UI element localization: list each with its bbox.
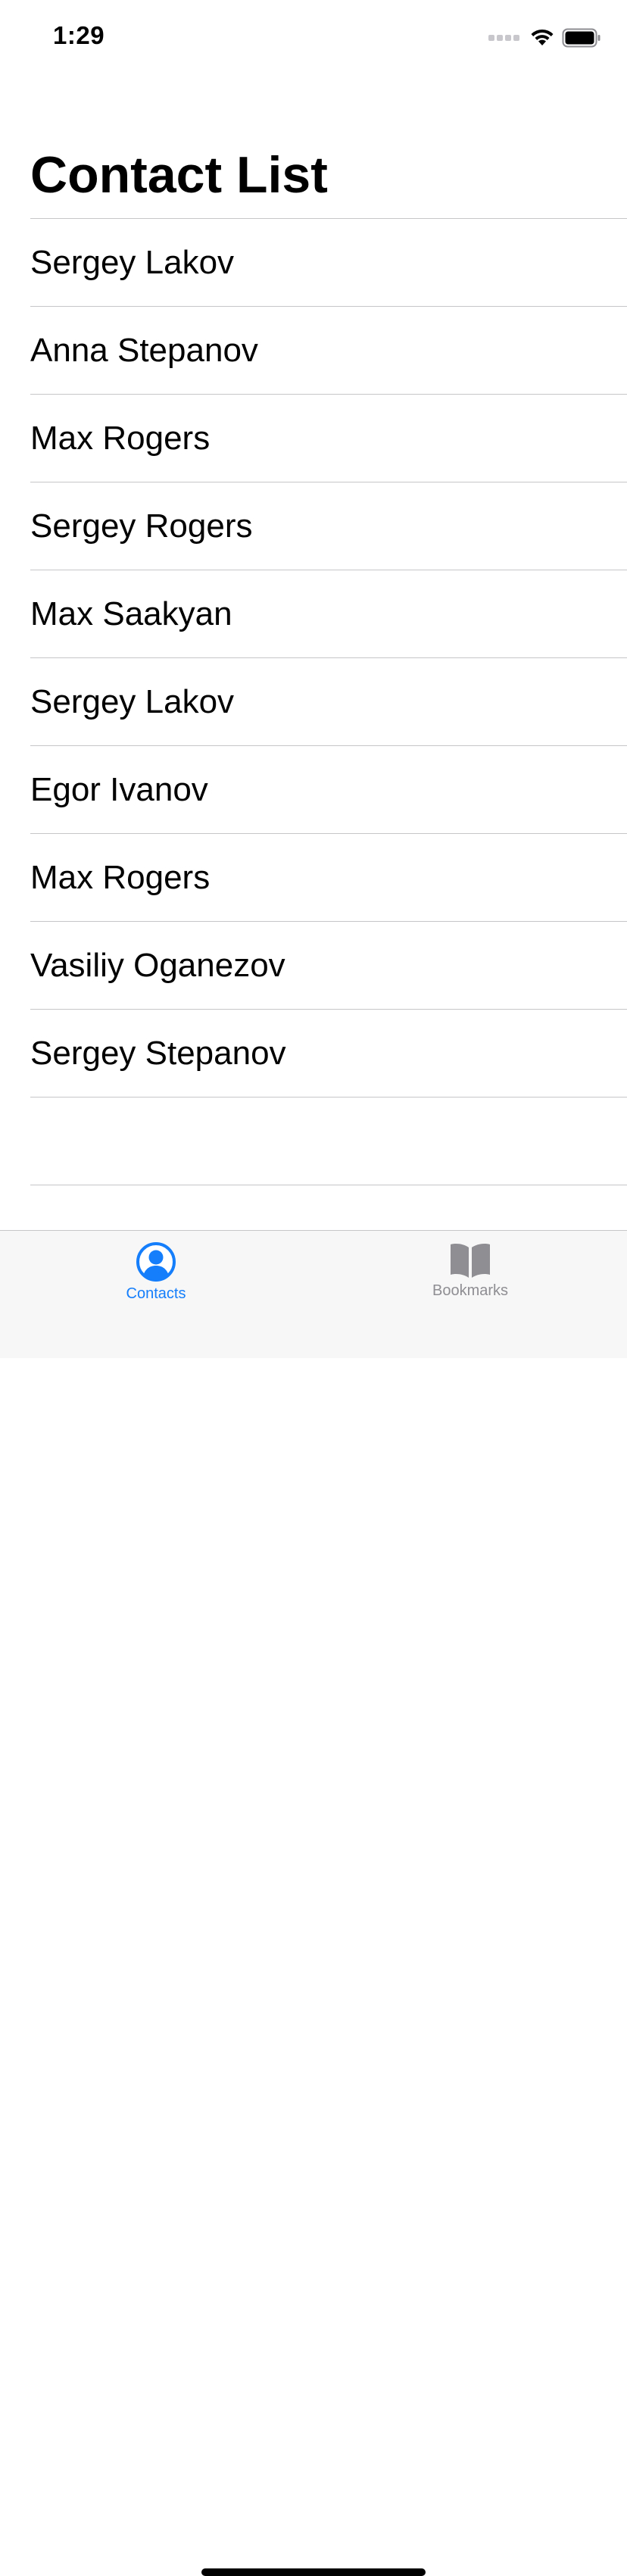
contact-name: Sergey Lakov [30, 243, 235, 281]
battery-icon [562, 28, 600, 48]
contact-row[interactable]: Vasiliy Oganezov [30, 922, 627, 1010]
contact-name: Anna Stepanov [30, 331, 258, 369]
status-icons [488, 27, 601, 48]
contact-list: Sergey Lakov Anna Stepanov Max Rogers Se… [30, 218, 627, 1185]
person-circle-icon [136, 1242, 176, 1282]
contact-row[interactable]: Anna Stepanov [30, 307, 627, 395]
tab-bookmarks-label: Bookmarks [432, 1282, 509, 1299]
contact-row[interactable]: Sergey Stepanov [30, 1010, 627, 1098]
contact-row[interactable]: Sergey Lakov [30, 219, 627, 307]
contact-name: Max Rogers [30, 419, 211, 457]
book-icon [451, 1244, 490, 1278]
status-time: 1:29 [53, 21, 105, 49]
contact-row[interactable]: Sergey Rogers [30, 482, 627, 570]
contact-row[interactable]: Egor Ivanov [30, 746, 627, 834]
cellular-signal-icon [488, 35, 519, 41]
contact-row[interactable]: Sergey Lakov [30, 658, 627, 746]
empty-list-row [30, 1098, 627, 1185]
contact-name: Sergey Lakov [30, 682, 235, 720]
contact-row[interactable]: Max Rogers [30, 395, 627, 482]
home-indicator[interactable] [201, 2568, 426, 2576]
tab-bar: Contacts Bookmarks [0, 1230, 627, 2576]
contact-name: Max Rogers [30, 858, 211, 896]
tab-contacts-label: Contacts [126, 1285, 186, 1302]
tab-contacts[interactable]: Contacts [80, 1241, 232, 1310]
wifi-icon [531, 29, 554, 45]
status-bar: 1:29 [0, 0, 627, 76]
tab-bookmarks[interactable]: Bookmarks [395, 1241, 546, 1310]
contact-name: Egor Ivanov [30, 770, 208, 808]
contact-name: Sergey Rogers [30, 507, 253, 545]
contact-row[interactable]: Max Saakyan [30, 570, 627, 658]
contact-row[interactable]: Max Rogers [30, 834, 627, 922]
contact-name: Max Saakyan [30, 595, 232, 632]
page-title: Contact List [30, 146, 328, 204]
contact-name: Vasiliy Oganezov [30, 946, 285, 984]
contact-name: Sergey Stepanov [30, 1034, 286, 1072]
